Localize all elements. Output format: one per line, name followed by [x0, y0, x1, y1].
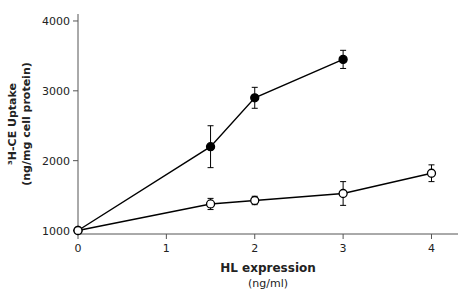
x-tick — [343, 234, 344, 239]
x-tick — [254, 234, 255, 239]
error-bar — [428, 165, 434, 182]
error-bar — [340, 50, 346, 68]
y-tick-label: 1000 — [42, 225, 70, 238]
error-bar — [208, 126, 214, 168]
point — [339, 189, 347, 197]
error-bar-cap — [340, 181, 346, 182]
point — [74, 227, 82, 235]
page: {"chart_data": { "type": "line", "xlabel… — [0, 0, 474, 300]
point — [339, 55, 347, 63]
y-tick — [73, 20, 78, 21]
error-bar-cap — [252, 87, 258, 88]
y-axis-line — [78, 14, 79, 234]
error-bar-cap — [208, 125, 214, 126]
x-axis-line — [78, 234, 458, 235]
line — [78, 59, 343, 230]
x-tick — [431, 234, 432, 239]
chart-container: 0 1 2 3 4 1000 2000 3000 4000 HL expression (ng/ml… — [0, 0, 474, 300]
point — [251, 196, 259, 204]
line — [78, 173, 431, 230]
error-bar-cap — [428, 164, 434, 165]
x-tick-label: 2 — [251, 242, 258, 255]
y-tick — [73, 160, 78, 161]
y-tick-label: 3000 — [42, 85, 70, 98]
y-tick-label: 2000 — [42, 155, 70, 168]
y-axis-label: ³H-CE Uptake — [6, 83, 19, 165]
axes: 0 1 2 3 4 1000 2000 3000 4000 — [42, 14, 458, 255]
plot-area — [74, 50, 435, 234]
y-tick — [73, 90, 78, 91]
x-tick-label: 1 — [163, 242, 170, 255]
error-bar-cap — [428, 181, 434, 182]
x-axis-label: (ng/ml) — [248, 277, 288, 290]
x-tick — [166, 234, 167, 239]
y-tick-label: 4000 — [42, 15, 70, 28]
error-bar — [340, 182, 346, 206]
error-bar-cap — [340, 68, 346, 69]
series — [74, 50, 347, 234]
point — [74, 227, 82, 235]
x-tick-label: 3 — [340, 242, 347, 255]
point — [427, 169, 435, 177]
x-tick-label: 0 — [75, 242, 82, 255]
chart: 0 1 2 3 4 1000 2000 3000 4000 HL expression (ng/ml… — [0, 0, 474, 300]
error-bar-cap — [340, 50, 346, 51]
point — [207, 143, 215, 151]
error-bar-cap — [208, 209, 214, 210]
error-bar-cap — [252, 108, 258, 109]
point — [251, 94, 259, 102]
y-axis-label: (ng/mg cell protein) — [20, 62, 33, 185]
point — [207, 200, 215, 208]
x-axis-label: HL expression — [220, 261, 316, 275]
x-tick-label: 4 — [428, 242, 435, 255]
error-bar-cap — [208, 167, 214, 168]
error-bar-cap — [208, 198, 214, 199]
error-bar — [208, 198, 214, 209]
error-bar-cap — [340, 205, 346, 206]
series — [74, 165, 435, 235]
